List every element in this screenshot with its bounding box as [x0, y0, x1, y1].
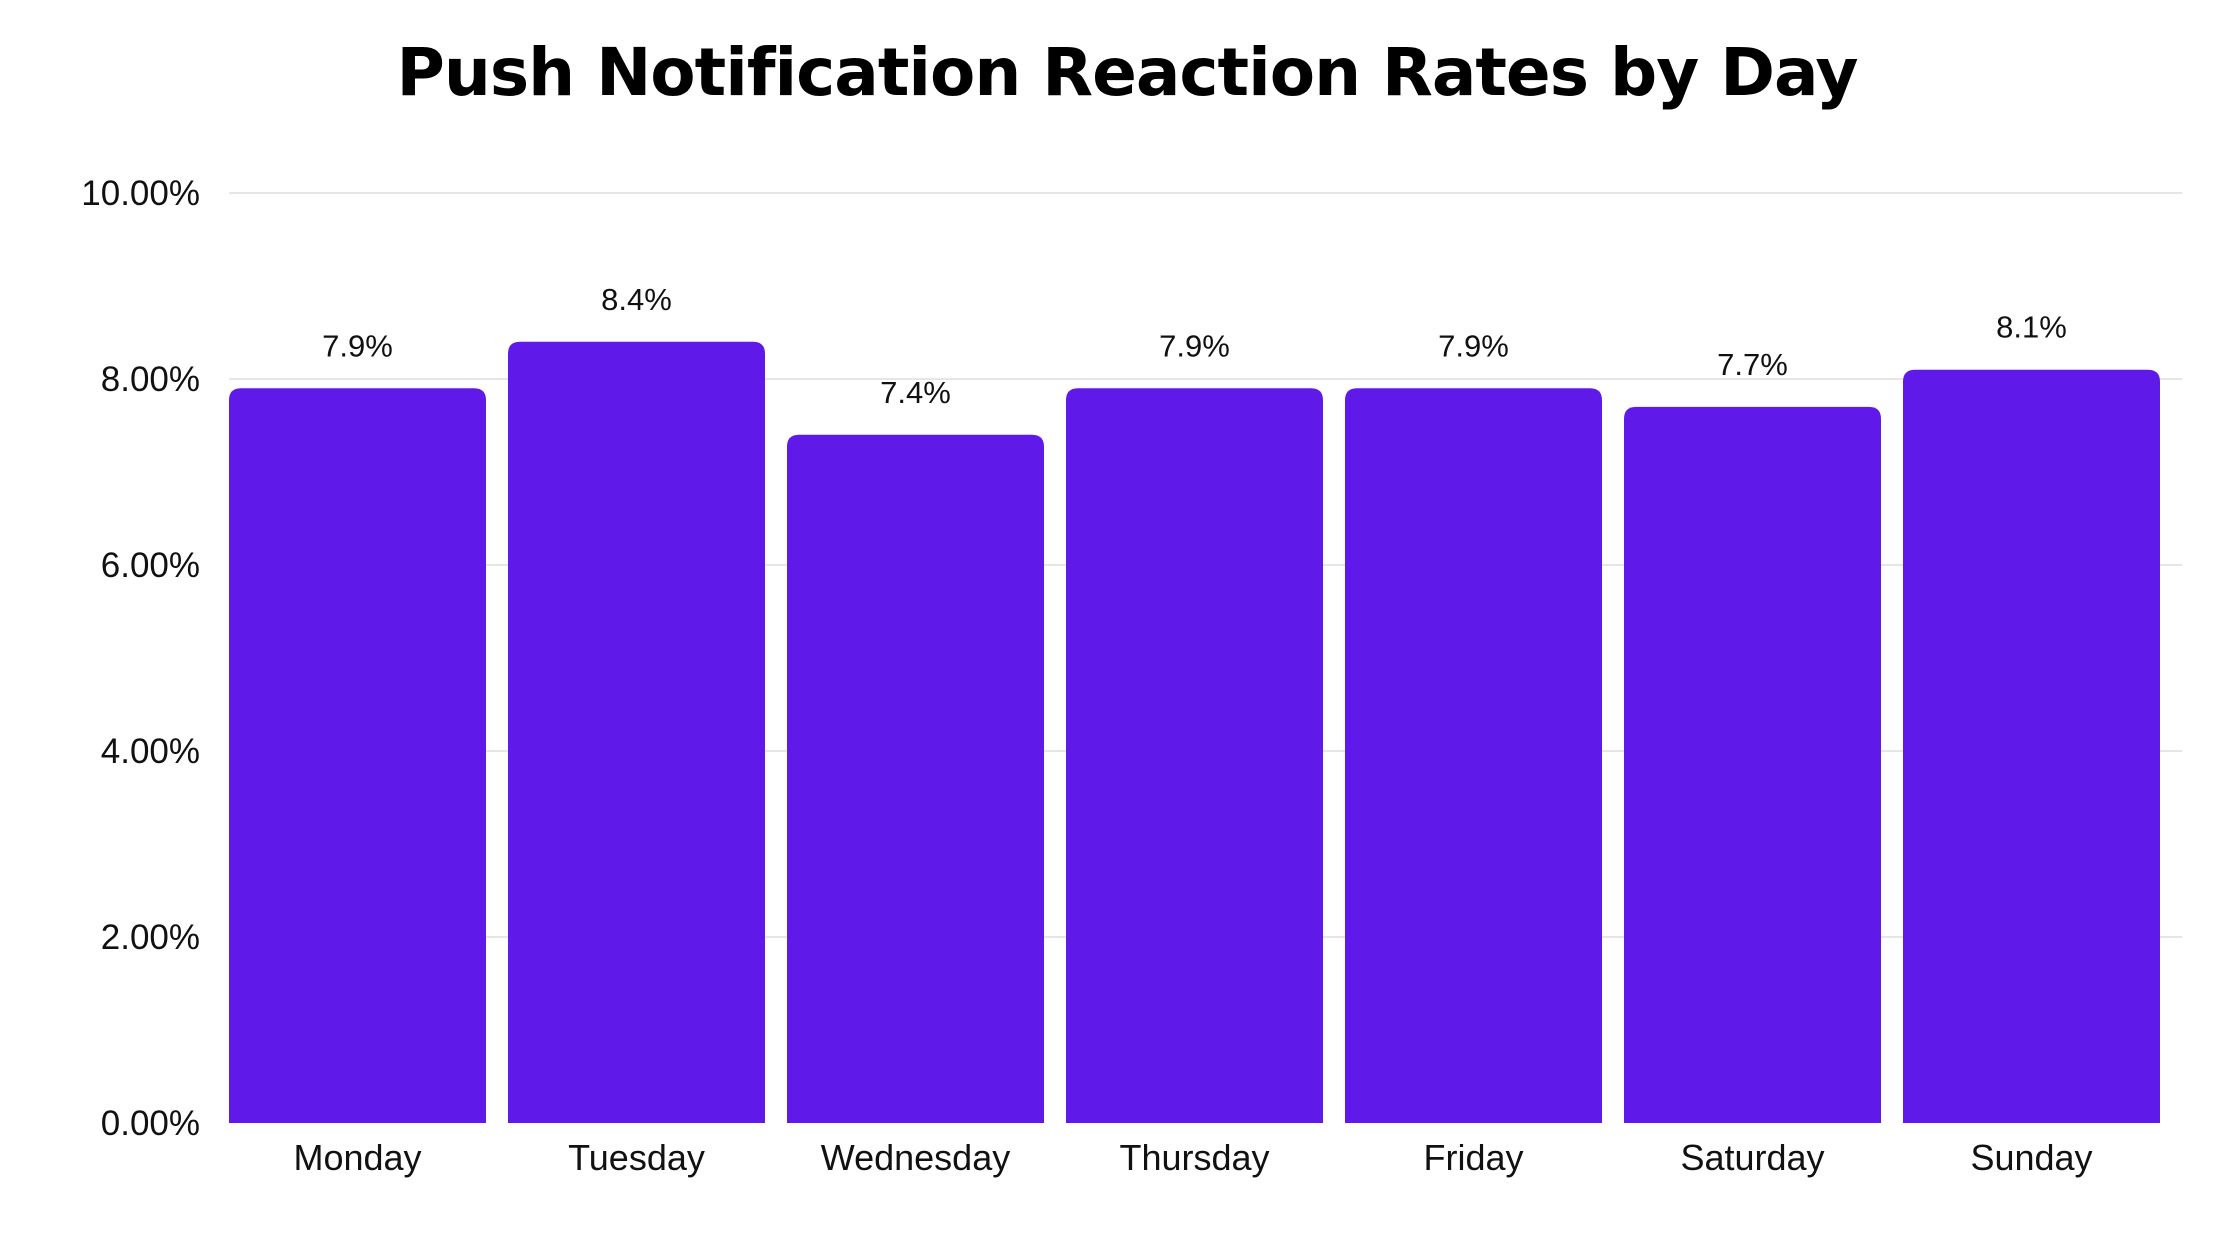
- chart-title: Push Notification Reaction Rates by Day: [396, 34, 1857, 111]
- y-tick-label: 10.00%: [81, 174, 200, 213]
- data-labels: 7.9% 8.4% 7.4% 7.9% 7.9% 7.7% 8.1%: [322, 282, 2067, 410]
- data-label: 7.9%: [322, 328, 393, 363]
- bars: [229, 341, 2160, 1123]
- bar: [229, 388, 486, 1123]
- bar: [1345, 388, 1602, 1123]
- x-tick-label: Tuesday: [568, 1137, 705, 1178]
- bar: [508, 341, 765, 1123]
- y-tick-label: 0.00%: [101, 1104, 200, 1143]
- x-tick-label: Saturday: [1680, 1137, 1824, 1178]
- bar: [1066, 388, 1323, 1123]
- data-label: 7.7%: [1717, 347, 1788, 382]
- bar: [787, 434, 1044, 1123]
- data-label: 8.4%: [601, 282, 672, 317]
- data-label: 7.9%: [1159, 328, 1230, 363]
- x-tick-label: Monday: [293, 1137, 421, 1178]
- x-tick-label: Friday: [1423, 1137, 1523, 1178]
- x-tick-label: Thursday: [1119, 1137, 1269, 1178]
- data-label: 8.1%: [1996, 310, 2067, 345]
- y-axis-ticks: 0.00% 2.00% 4.00% 6.00% 8.00% 10.00%: [81, 174, 200, 1143]
- y-tick-label: 4.00%: [101, 732, 200, 771]
- bar: [1903, 369, 2160, 1123]
- x-axis-ticks: Monday Tuesday Wednesday Thursday Friday Satu…: [293, 1137, 2092, 1178]
- data-label: 7.4%: [880, 375, 951, 410]
- data-label: 7.9%: [1438, 328, 1509, 363]
- x-tick-label: Wednesday: [821, 1137, 1010, 1178]
- x-tick-label: Sunday: [1970, 1137, 2092, 1178]
- bar: [1624, 406, 1881, 1123]
- y-tick-label: 6.00%: [101, 546, 200, 585]
- y-tick-label: 8.00%: [101, 360, 200, 399]
- y-tick-label: 2.00%: [101, 918, 200, 957]
